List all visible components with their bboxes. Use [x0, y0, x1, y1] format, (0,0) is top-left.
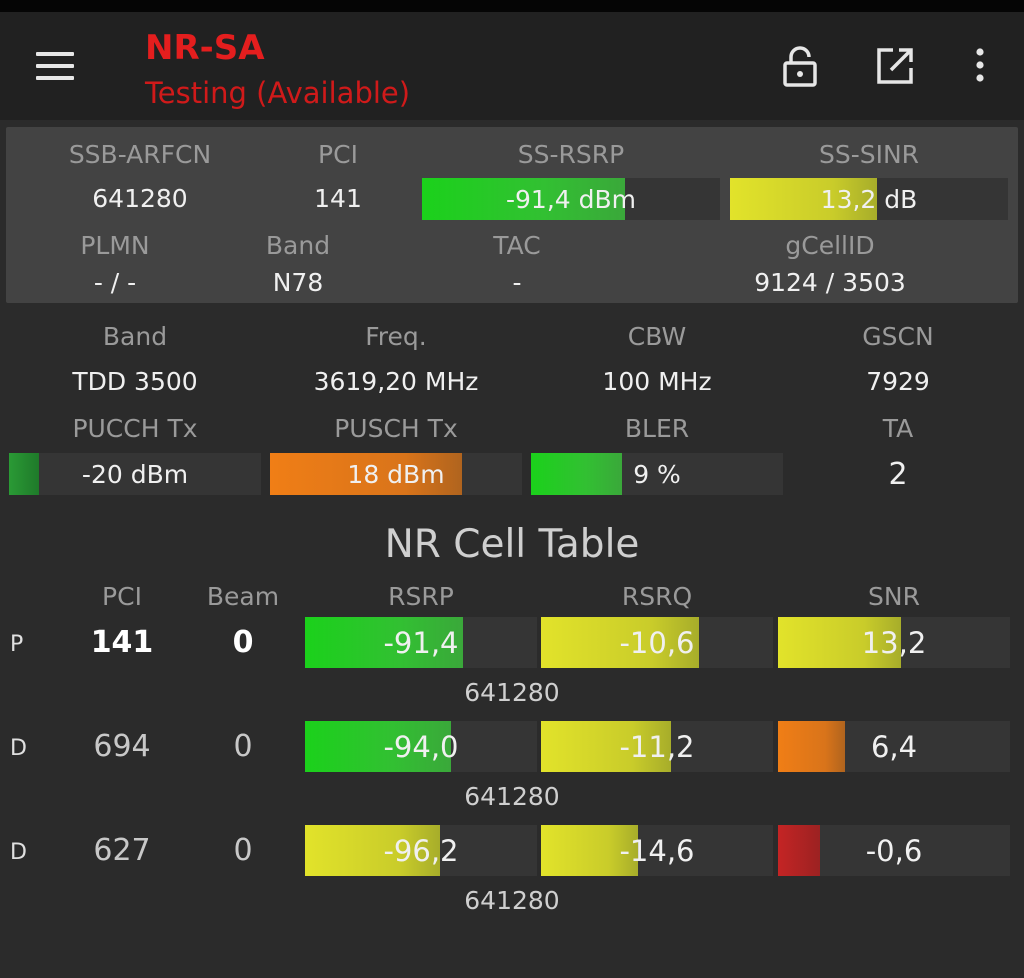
- ss-sinr-meter: 13,2 dB: [730, 178, 1008, 220]
- value-radio-band: TDD 3500: [72, 367, 198, 396]
- row-pci: 627: [93, 833, 151, 868]
- label-freq: Freq.: [365, 322, 427, 351]
- label-radio-band: Band: [102, 322, 168, 351]
- more-vert-icon[interactable]: [958, 44, 1002, 88]
- rsrp-fill: [305, 825, 440, 876]
- label-pci: PCI: [318, 140, 358, 169]
- rsrp-value: -91,4: [383, 625, 459, 660]
- value-band: N78: [272, 268, 324, 297]
- rsrp-fill: [305, 721, 452, 772]
- rsrq-value: -10,6: [619, 625, 695, 660]
- value-cbw: 100 MHz: [602, 367, 712, 396]
- row-type-tag: P: [10, 632, 24, 657]
- value-ta: 2: [888, 457, 908, 492]
- open-external-icon[interactable]: [873, 44, 917, 88]
- label-bler: BLER: [624, 414, 690, 443]
- snr-value: 13,2: [861, 625, 927, 660]
- value-gscn: 7929: [866, 367, 930, 396]
- value-tac: -: [512, 268, 522, 297]
- pucch-tx-meter: -20 dBm: [9, 453, 261, 495]
- menu-icon[interactable]: [36, 52, 76, 82]
- value-ssb-arfcn: 641280: [92, 184, 188, 213]
- rsrp-value: -94,0: [383, 729, 459, 764]
- value-pci: 141: [314, 184, 362, 213]
- label-plmn: PLMN: [80, 231, 150, 260]
- pucch-tx-value: -20 dBm: [81, 459, 189, 489]
- snr-fill: [778, 825, 820, 876]
- snr-meter: -0,6: [778, 825, 1010, 876]
- bler-fill: [531, 453, 622, 495]
- label-gcellid: gCellID: [785, 231, 875, 260]
- rsrq-fill: [541, 825, 639, 876]
- row-arfcn: 641280: [464, 886, 560, 915]
- label-ta: TA: [882, 414, 914, 443]
- header-rsrq: RSRQ: [621, 582, 693, 611]
- rsrp-fill: [305, 617, 463, 668]
- pusch-tx-fill: [270, 453, 462, 495]
- label-tac: TAC: [493, 231, 541, 260]
- rsrp-meter: -94,0: [305, 721, 537, 772]
- lock-open-icon[interactable]: [778, 44, 822, 88]
- label-ssb-arfcn: SSB-ARFCN: [68, 140, 212, 169]
- rsrq-meter: -11,2: [541, 721, 773, 772]
- row-pci: 694: [93, 729, 151, 764]
- rsrq-value: -14,6: [619, 833, 695, 868]
- row-arfcn: 641280: [464, 782, 560, 811]
- ss-sinr-fill: [730, 178, 878, 220]
- status-strip: [0, 0, 1024, 12]
- rsrq-fill: [541, 617, 699, 668]
- row-beam: 0: [232, 625, 254, 660]
- pucch-tx-fill: [9, 453, 40, 495]
- snr-value: 6,4: [870, 729, 918, 764]
- page-subtitle: Testing (Available): [145, 76, 411, 110]
- label-ss-rsrp: SS-RSRP: [517, 140, 625, 169]
- label-ss-sinr: SS-SINR: [818, 140, 920, 169]
- app-bar: NR-SA Testing (Available): [0, 12, 1024, 120]
- ss-sinr-value: 13,2 dB: [820, 184, 918, 214]
- rsrq-value: -11,2: [619, 729, 695, 764]
- rsrq-fill: [541, 721, 671, 772]
- row-beam: 0: [233, 729, 253, 764]
- rsrp-meter: -91,4: [305, 617, 537, 668]
- row-arfcn: 641280: [464, 678, 560, 707]
- bler-meter: 9 %: [531, 453, 783, 495]
- pusch-tx-value: 18 dBm: [347, 459, 445, 489]
- ss-rsrp-fill: [422, 178, 625, 220]
- rsrq-meter: -14,6: [541, 825, 773, 876]
- bler-value: 9 %: [633, 459, 681, 489]
- snr-value: -0,6: [865, 833, 923, 868]
- value-plmn: - / -: [93, 268, 137, 297]
- header-snr: SNR: [868, 582, 920, 611]
- rsrq-meter: -10,6: [541, 617, 773, 668]
- value-gcellid: 9124 / 3503: [754, 268, 906, 297]
- row-type-tag: D: [10, 736, 27, 761]
- label-band: Band: [265, 231, 331, 260]
- value-freq: 3619,20 MHz: [313, 367, 479, 396]
- header-pci: PCI: [102, 582, 142, 611]
- row-type-tag: D: [10, 840, 27, 865]
- snr-fill: [778, 721, 846, 772]
- label-cbw: CBW: [627, 322, 687, 351]
- page-title: NR-SA: [145, 28, 265, 68]
- snr-meter: 13,2: [778, 617, 1010, 668]
- cell-table-title: NR Cell Table: [384, 522, 640, 567]
- ss-rsrp-value: -91,4 dBm: [505, 184, 636, 214]
- row-beam: 0: [233, 833, 253, 868]
- rsrp-meter: -96,2: [305, 825, 537, 876]
- row-pci: 141: [90, 625, 154, 660]
- header-rsrp: RSRP: [388, 582, 454, 611]
- label-gscn: GSCN: [862, 322, 934, 351]
- snr-fill: [778, 617, 901, 668]
- pusch-tx-meter: 18 dBm: [270, 453, 522, 495]
- label-pusch-tx: PUSCH Tx: [334, 414, 458, 443]
- rsrp-value: -96,2: [383, 833, 459, 868]
- label-pucch-tx: PUCCH Tx: [72, 414, 198, 443]
- snr-meter: 6,4: [778, 721, 1010, 772]
- ss-rsrp-meter: -91,4 dBm: [422, 178, 720, 220]
- header-beam: Beam: [206, 582, 280, 611]
